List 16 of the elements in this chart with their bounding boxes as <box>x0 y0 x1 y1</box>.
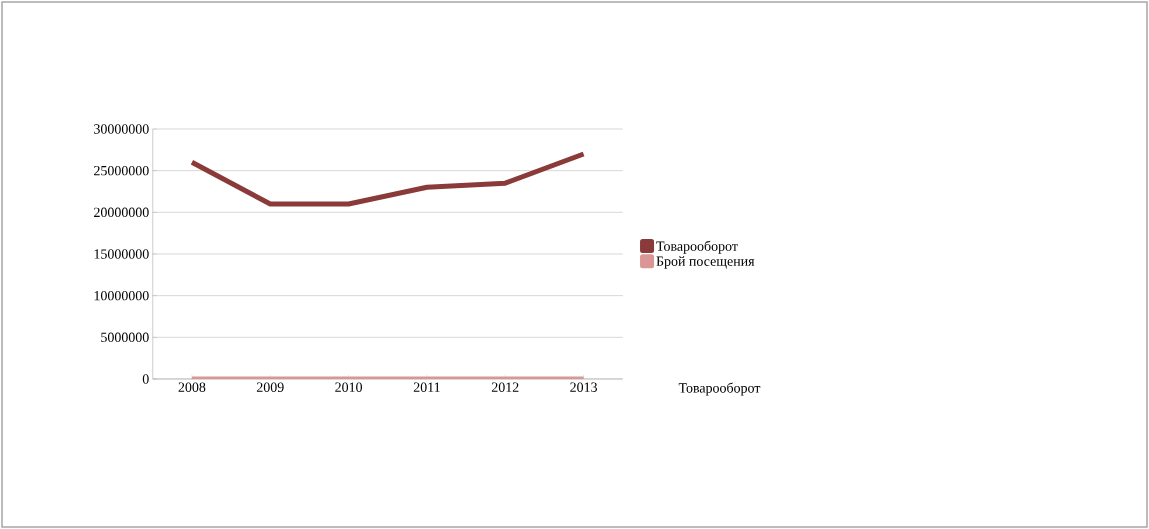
x-tick-label: 2012 <box>491 382 519 392</box>
legend-label: Товарооборот <box>656 240 738 254</box>
x-tick-label: 2008 <box>178 382 206 392</box>
y-tick-label: 25000000 <box>94 165 149 176</box>
x-tick-label: 2009 <box>256 382 284 392</box>
y-tick-label: 20000000 <box>94 207 149 218</box>
x-tick-label: 2010 <box>335 382 363 392</box>
x-tick-label: 2013 <box>570 382 598 392</box>
y-tick-label: 30000000 <box>94 124 149 134</box>
x-tick-label: 2011 <box>413 382 440 392</box>
y-tick-label: 15000000 <box>94 249 149 259</box>
text: Товарооборот <box>678 382 761 396</box>
y-tick-label: 10000000 <box>94 290 149 301</box>
y-tick-label: 0 <box>142 374 149 384</box>
y-tick-label: 5000000 <box>101 332 149 343</box>
legend-label: Брой посещения <box>656 256 755 269</box>
